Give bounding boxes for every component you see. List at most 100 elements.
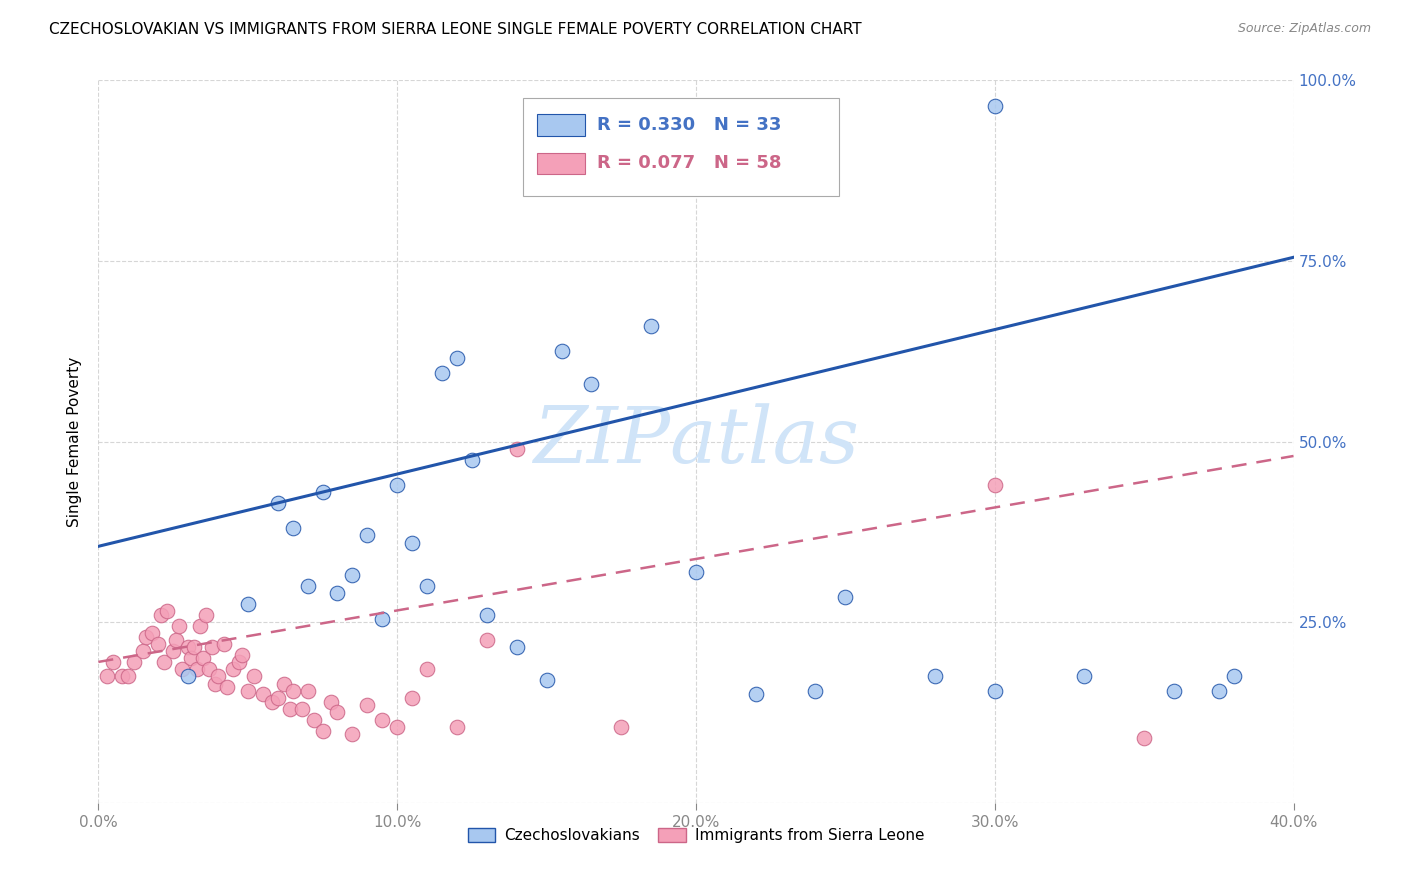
Point	[401, 535, 423, 549]
FancyBboxPatch shape	[523, 98, 839, 196]
Point	[204, 676, 226, 690]
Point	[156, 604, 179, 618]
Point	[326, 706, 349, 720]
Point	[177, 640, 200, 655]
Point	[183, 640, 205, 655]
Point	[385, 478, 409, 492]
Point	[278, 702, 301, 716]
Point	[167, 619, 190, 633]
Point	[984, 98, 1007, 112]
Point	[162, 644, 184, 658]
Point	[834, 590, 856, 604]
Point	[96, 669, 118, 683]
Point	[153, 655, 176, 669]
Point	[475, 607, 498, 622]
Point	[281, 521, 304, 535]
Point	[111, 669, 134, 683]
Point	[536, 673, 558, 687]
Point	[212, 637, 235, 651]
Text: Source: ZipAtlas.com: Source: ZipAtlas.com	[1237, 22, 1371, 36]
Point	[188, 619, 211, 633]
Point	[321, 695, 343, 709]
Point	[297, 579, 319, 593]
Point	[150, 607, 173, 622]
Point	[311, 485, 333, 500]
Point	[124, 655, 146, 669]
Point	[201, 640, 224, 655]
Point	[207, 669, 229, 683]
Point	[186, 662, 208, 676]
Point	[198, 662, 221, 676]
Point	[236, 597, 259, 611]
Point	[228, 655, 250, 669]
Point	[267, 691, 290, 706]
Point	[302, 713, 325, 727]
Point	[1223, 669, 1246, 683]
Point	[252, 687, 274, 701]
Text: R = 0.077   N = 58: R = 0.077 N = 58	[596, 154, 782, 172]
Point	[446, 351, 468, 366]
Point	[581, 376, 603, 391]
Point	[342, 727, 364, 741]
Point	[222, 662, 245, 676]
Point	[984, 478, 1007, 492]
Point	[371, 713, 394, 727]
Point	[371, 611, 394, 625]
Point	[311, 723, 333, 738]
Point	[430, 366, 453, 380]
Point	[172, 662, 194, 676]
Point	[550, 344, 572, 359]
Point	[117, 669, 139, 683]
Point	[506, 640, 529, 655]
Point	[416, 662, 439, 676]
Point	[260, 695, 283, 709]
Point	[446, 720, 468, 734]
Point	[475, 633, 498, 648]
Point	[326, 586, 349, 600]
Point	[356, 528, 378, 542]
Point	[1163, 683, 1185, 698]
Point	[135, 630, 157, 644]
Point	[342, 568, 364, 582]
Point	[103, 655, 125, 669]
Point	[141, 626, 163, 640]
Point	[243, 669, 266, 683]
Point	[745, 687, 768, 701]
Point	[267, 496, 290, 510]
Point	[273, 676, 295, 690]
Point	[984, 683, 1007, 698]
Text: ZIP​atlas: ZIP​atlas	[533, 403, 859, 480]
Point	[165, 633, 187, 648]
Point	[461, 452, 484, 467]
Point	[401, 691, 423, 706]
Point	[610, 720, 633, 734]
Point	[195, 607, 218, 622]
Point	[180, 651, 202, 665]
Point	[297, 683, 319, 698]
Point	[685, 565, 707, 579]
Legend: Czechoslovakians, Immigrants from Sierra Leone: Czechoslovakians, Immigrants from Sierra…	[461, 822, 931, 849]
Point	[356, 698, 378, 713]
Point	[804, 683, 827, 698]
Text: CZECHOSLOVAKIAN VS IMMIGRANTS FROM SIERRA LEONE SINGLE FEMALE POVERTY CORRELATIO: CZECHOSLOVAKIAN VS IMMIGRANTS FROM SIERR…	[49, 22, 862, 37]
Y-axis label: Single Female Poverty: Single Female Poverty	[67, 357, 83, 526]
Point	[215, 680, 238, 694]
Bar	[537, 114, 585, 136]
Point	[1073, 669, 1095, 683]
Point	[416, 579, 439, 593]
Point	[177, 669, 200, 683]
Point	[191, 651, 214, 665]
Point	[640, 318, 662, 333]
Point	[1133, 731, 1156, 745]
Point	[385, 720, 409, 734]
Point	[132, 644, 155, 658]
Point	[281, 683, 304, 698]
Point	[506, 442, 529, 456]
Point	[236, 683, 259, 698]
Point	[924, 669, 946, 683]
Bar	[537, 153, 585, 174]
Text: R = 0.330   N = 33: R = 0.330 N = 33	[596, 116, 782, 134]
Point	[231, 648, 253, 662]
Point	[291, 702, 314, 716]
Point	[1208, 683, 1230, 698]
